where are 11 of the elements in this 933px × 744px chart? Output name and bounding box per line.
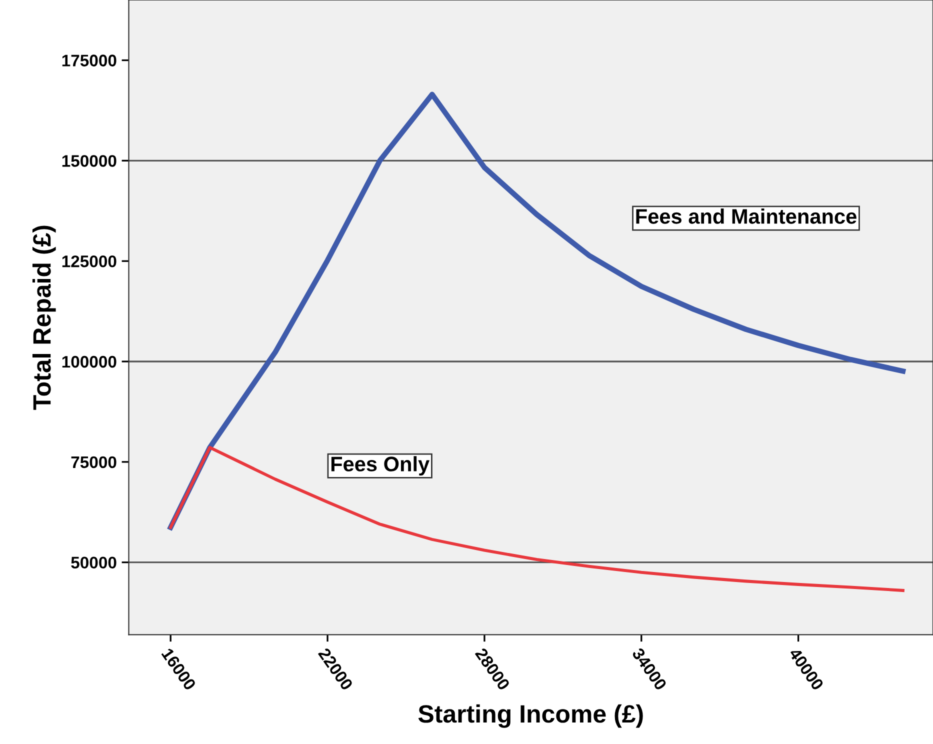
y-tick-label: 100000 (62, 356, 116, 368)
x-axis-title: Starting Income (£) (418, 704, 643, 728)
line-series (169, 446, 904, 592)
y-tick-label: 175000 (62, 54, 116, 66)
text: Fees and Maintenance (636, 208, 856, 224)
y-tick-label: 125000 (62, 255, 116, 268)
series-label: Fees Only (331, 456, 430, 476)
y-axis-title: Total Repaid (£) (32, 226, 56, 410)
y-tick-label: 50000 (71, 556, 116, 569)
y-tick-label: 150000 (62, 155, 116, 167)
y-tick-label: 75000 (71, 456, 116, 468)
